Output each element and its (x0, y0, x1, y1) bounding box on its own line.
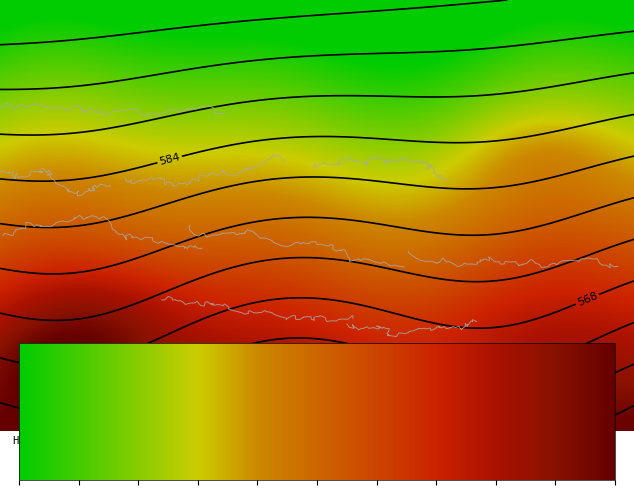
Text: 568: 568 (576, 291, 599, 308)
Text: Height 500 hPa Spread mean+σ [gpdm] ECMWF   Su 06-10-2024 12:00 UTC (00+348): Height 500 hPa Spread mean+σ [gpdm] ECMW… (13, 436, 488, 446)
Text: 584: 584 (158, 152, 181, 167)
